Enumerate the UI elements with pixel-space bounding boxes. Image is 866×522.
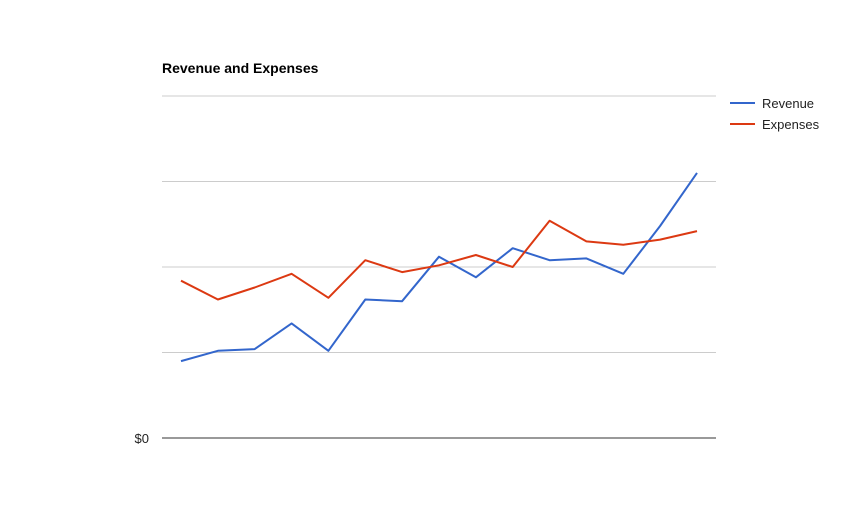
gridlines xyxy=(162,95,716,439)
legend: Revenue Expenses xyxy=(730,96,820,132)
chart-title: Revenue and Expenses xyxy=(162,60,319,76)
y-axis-ticks: $0 xyxy=(135,431,149,446)
series-lines xyxy=(180,172,698,363)
series-line-expenses xyxy=(180,219,698,301)
y-tick-label: $0 xyxy=(135,431,149,446)
legend-label-expenses: Expenses xyxy=(762,117,820,132)
legend-label-revenue: Revenue xyxy=(762,96,814,111)
series-line-revenue xyxy=(180,172,698,363)
